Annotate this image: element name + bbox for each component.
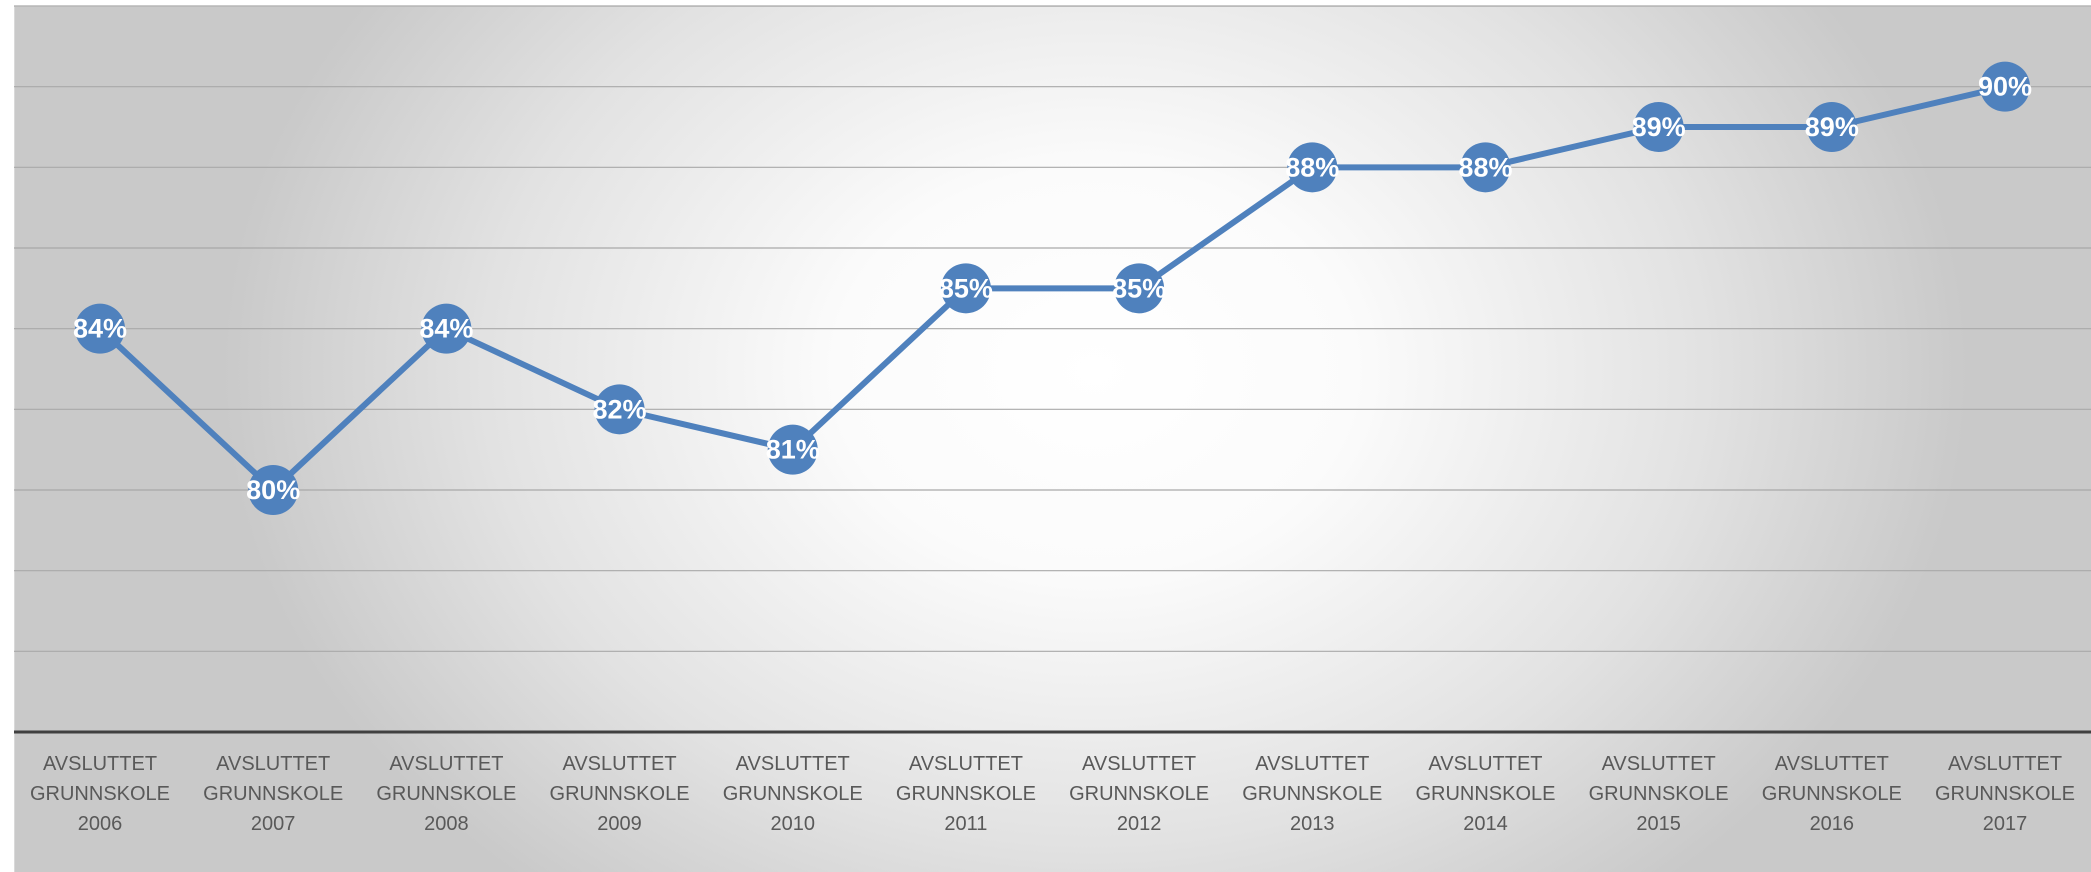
x-tick-label: AVSLUTTET GRUNNSKOLE 2012 <box>1069 753 1209 835</box>
data-label: 80% <box>246 475 300 505</box>
x-tick-labels: AVSLUTTET GRUNNSKOLE 2006 AVSLUTTET GRUNNSKO… <box>30 753 2075 835</box>
data-label: 81% <box>766 435 820 465</box>
data-point <box>1287 142 1338 193</box>
x-tick-label: AVSLUTTET GRUNNSKOLE 2008 <box>376 753 516 835</box>
data-point <box>940 263 991 314</box>
data-label: 84% <box>419 314 473 344</box>
data-point <box>1806 102 1857 152</box>
data-label: 88% <box>1458 152 1512 182</box>
data-point <box>248 465 299 515</box>
x-tick-label: AVSLUTTET GRUNNSKOLE 2006 <box>30 753 170 835</box>
chart-area <box>14 6 2091 872</box>
data-label: 89% <box>1632 112 1686 142</box>
data-label: 89% <box>1805 112 1859 142</box>
x-tick-label: AVSLUTTET GRUNNSKOLE 2011 <box>896 753 1036 835</box>
x-tick-label: AVSLUTTET GRUNNSKOLE 2017 <box>1935 753 2075 835</box>
x-tick-label: AVSLUTTET GRUNNSKOLE 2014 <box>1415 753 1555 835</box>
data-point <box>75 303 125 354</box>
data-point <box>421 303 472 354</box>
data-labels: 84% 80% 84% 82% 81% 85% 85% 88% 88% 89% 89% 90% <box>73 72 2032 505</box>
x-tick-label: AVSLUTTET GRUNNSKOLE 2015 <box>1589 753 1729 835</box>
data-label: 85% <box>1112 273 1166 303</box>
data-label: 90% <box>1978 72 2032 102</box>
x-tick-label: AVSLUTTET GRUNNSKOLE 2010 <box>723 753 863 835</box>
data-label: 88% <box>1285 152 1339 182</box>
gridlines <box>14 5 2091 652</box>
x-tick-label: AVSLUTTET GRUNNSKOLE 2013 <box>1242 753 1382 835</box>
data-point <box>767 424 818 475</box>
data-label: 82% <box>593 394 647 424</box>
data-point <box>1980 61 2030 112</box>
series-line <box>97 83 2008 493</box>
data-point <box>594 384 645 435</box>
x-tick-label: AVSLUTTET GRUNNSKOLE 2009 <box>550 753 690 835</box>
x-tick-label: AVSLUTTET GRUNNSKOLE 2016 <box>1762 753 1902 835</box>
data-label: 85% <box>939 273 993 303</box>
x-tick-label: AVSLUTTET GRUNNSKOLE 2007 <box>203 753 343 835</box>
data-point <box>1460 142 1511 193</box>
data-markers <box>75 61 2030 515</box>
data-point <box>1114 263 1165 314</box>
data-point <box>1633 102 1684 152</box>
data-label: 84% <box>73 314 127 344</box>
